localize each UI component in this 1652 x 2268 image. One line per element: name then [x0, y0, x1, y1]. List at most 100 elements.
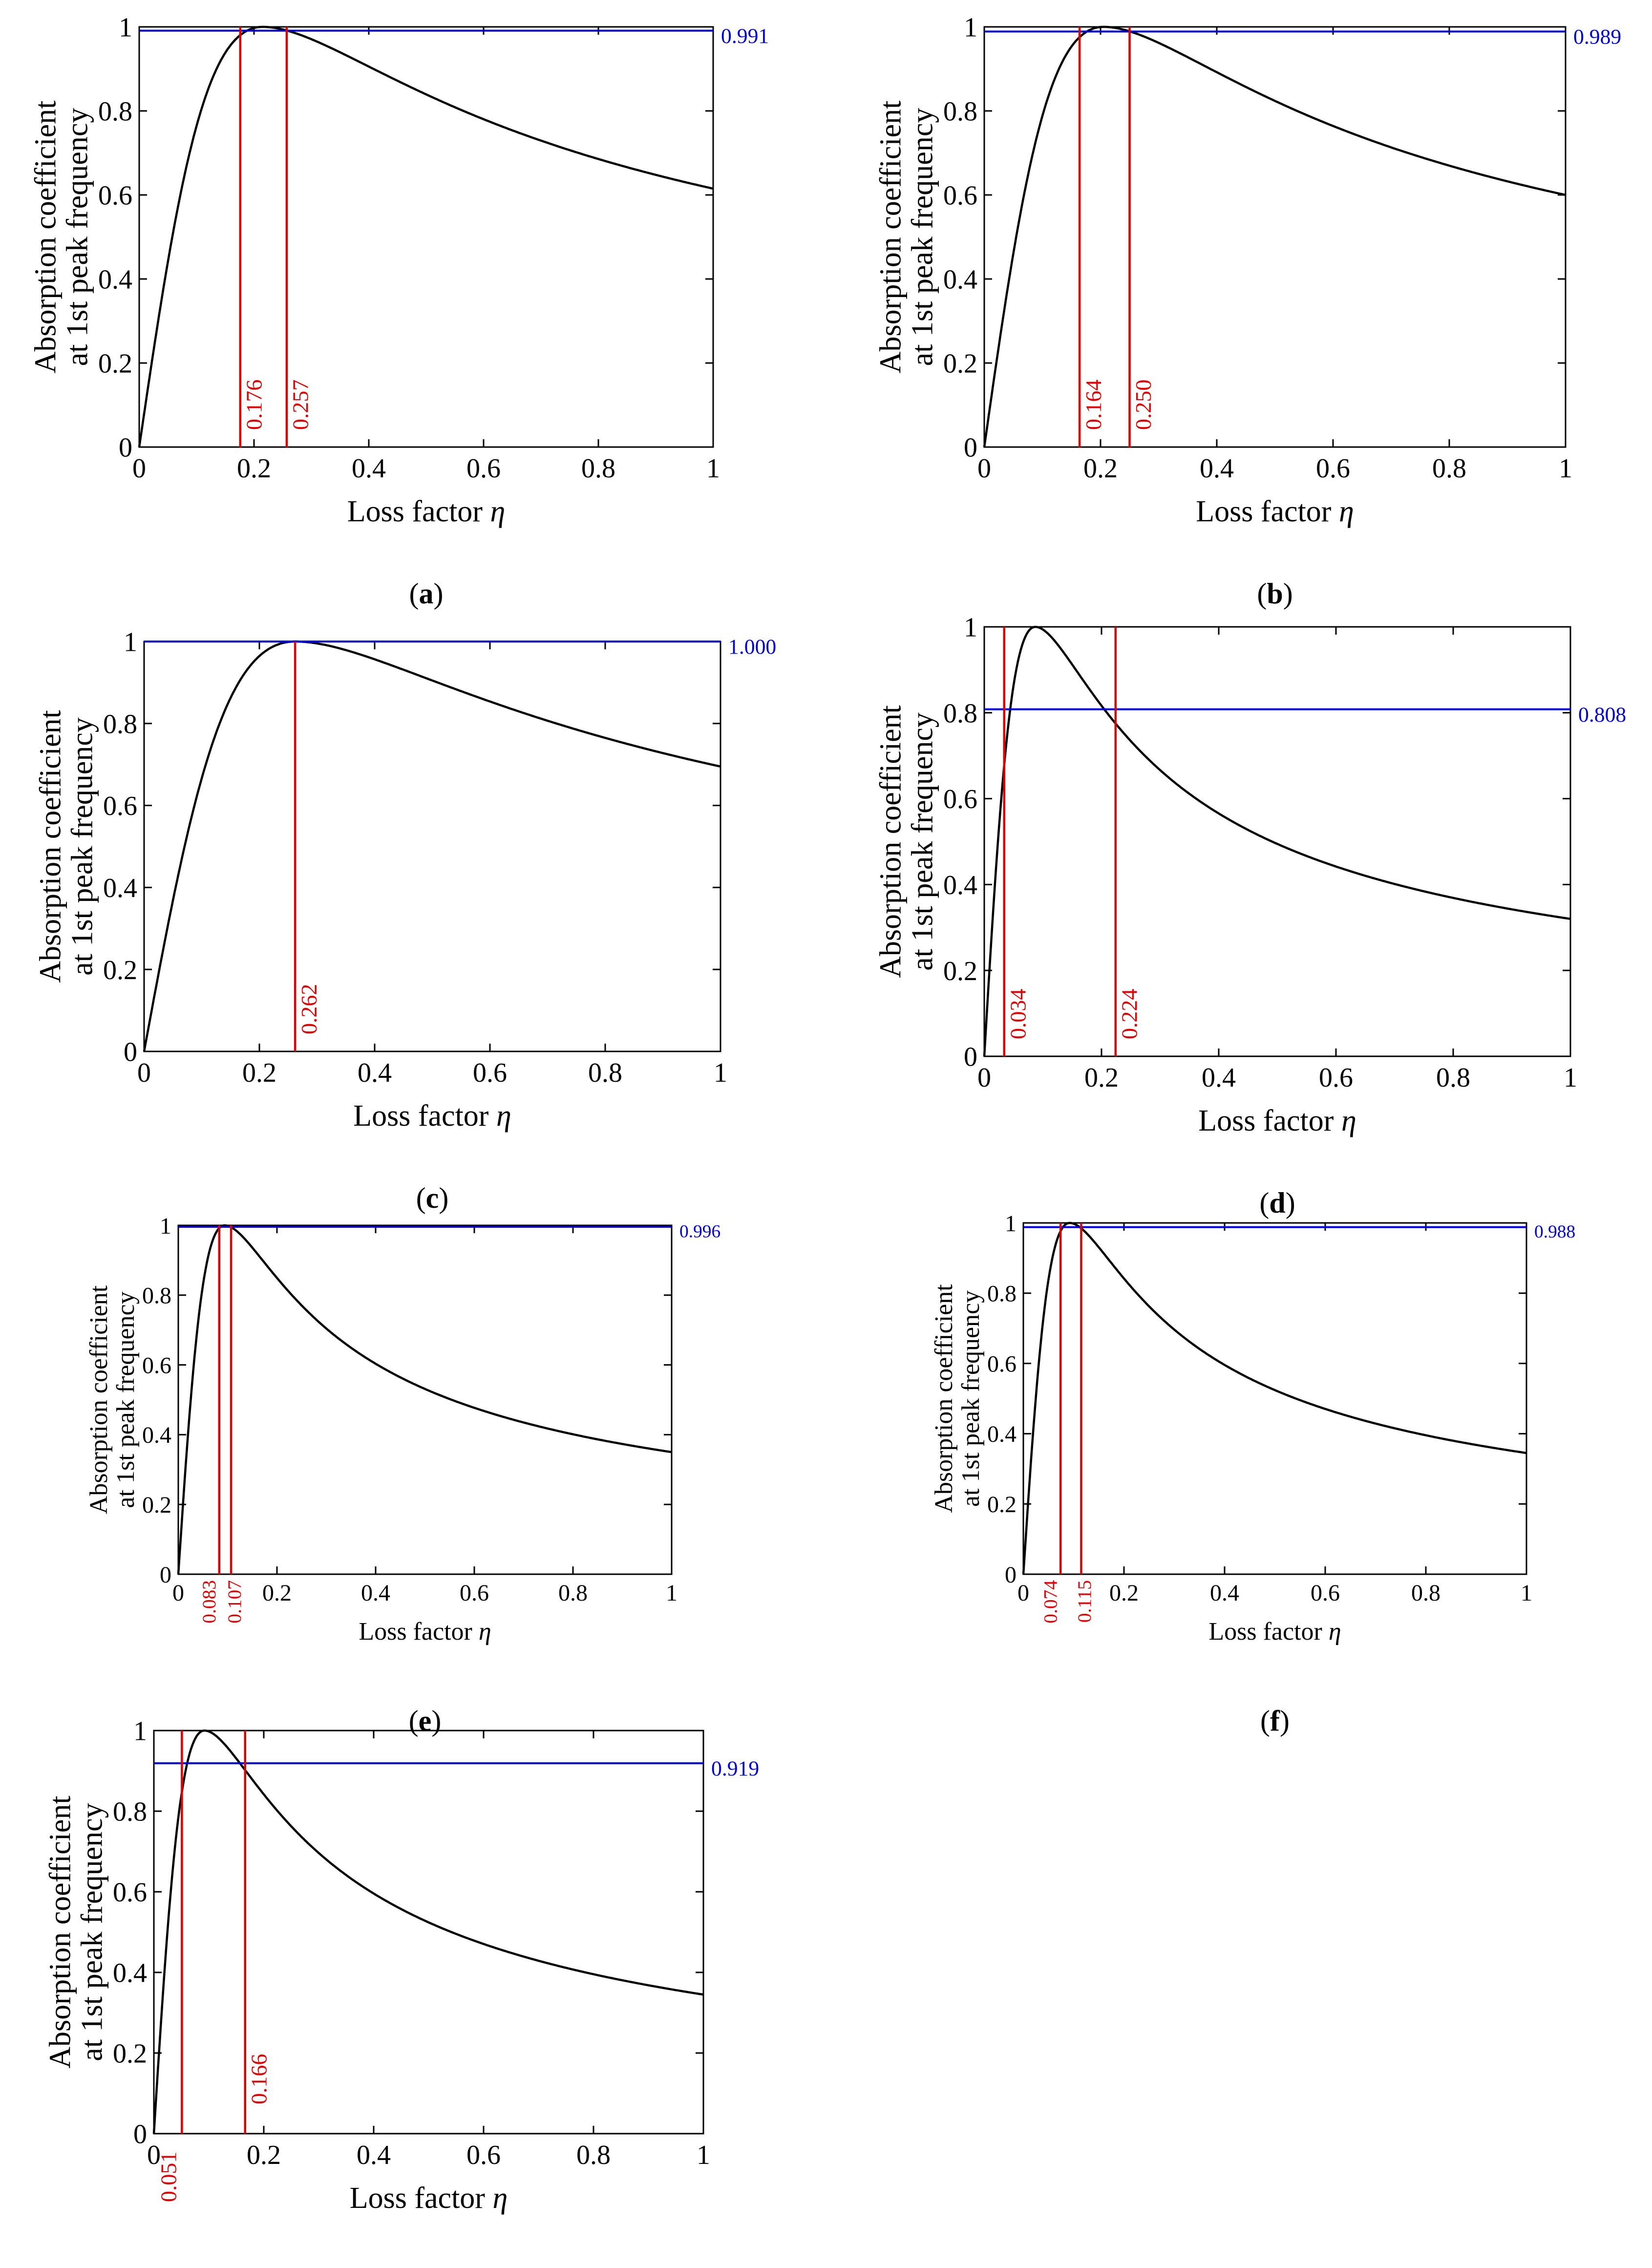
marker-value-label: 0.074	[1039, 1580, 1061, 1624]
panel-label: (f)	[1260, 1705, 1290, 1737]
x-tick-label: 0.2	[262, 1580, 292, 1606]
x-axis-title: Loss factor η	[1198, 1104, 1356, 1137]
y-tick-label: 0.2	[943, 349, 977, 379]
threshold-value-label: 0.991	[721, 24, 769, 48]
x-tick-label: 0.6	[466, 453, 501, 484]
y-tick-label: 1	[1005, 1211, 1017, 1237]
x-tick-label: 0.4	[1210, 1580, 1239, 1606]
marker-value-label: 0.115	[1074, 1580, 1095, 1623]
y-axis-title-line2: at 1st peak frequency	[906, 712, 939, 970]
y-axis-title-line2: at 1st peak frequency	[76, 1803, 109, 2061]
y-tick-label: 0.4	[943, 265, 977, 295]
x-axis-title: Loss factor η	[353, 1099, 511, 1133]
threshold-value-label: 1.000	[728, 635, 776, 659]
y-axis-title-line1: Absorption coefficient	[930, 1284, 958, 1513]
x-tick-label: 0	[132, 453, 146, 484]
absorption-curve	[143, 640, 721, 1052]
x-tick-label: 0.4	[1200, 453, 1234, 484]
y-axis-title-line2: at 1st peak frequency	[957, 1290, 985, 1507]
y-axis-title-line1: Absorption coefficient	[85, 1285, 113, 1514]
x-tick-label: 0	[977, 453, 991, 484]
y-tick-label: 0.4	[113, 1958, 147, 1989]
y-tick-label: 1	[119, 13, 132, 43]
y-tick-label: 0	[1005, 1562, 1017, 1588]
marker-value-label: 0.034	[1005, 989, 1030, 1039]
marker-value-label: 0.262	[297, 984, 321, 1034]
x-tick-label: 1	[1564, 1063, 1577, 1093]
threshold-value-label: 0.988	[1534, 1222, 1575, 1242]
chart-panel-d: 0 0.2 0.4 0.6 0.8 1 0 0.2 0.4 0.6 0.8 1 Loss factor …	[874, 613, 1627, 1219]
y-axis-title-line2: at 1st peak frequency	[906, 108, 939, 366]
plot-frame	[983, 26, 1567, 448]
x-axis-title: Loss factor η	[347, 495, 505, 528]
threshold-value-label: 0.996	[679, 1221, 720, 1241]
chart-panel-g: 0 0.2 0.4 0.6 0.8 1 0 0.2 0.4 0.6 0.8 1 Loss factor …	[44, 1716, 760, 2268]
y-tick-label: 1	[124, 627, 137, 658]
y-tick-label: 0	[124, 1037, 137, 1068]
x-tick-label: 0.4	[358, 1058, 392, 1088]
x-tick-label: 0.8	[1432, 453, 1466, 484]
chart-panel-a: 0 0.2 0.4 0.6 0.8 1 0 0.2 0.4 0.6 0.8 1 Loss factor …	[29, 13, 769, 610]
y-tick-label: 0.6	[987, 1351, 1017, 1377]
x-tick-label: 0	[977, 1063, 991, 1093]
threshold-value-label: 0.989	[1573, 25, 1621, 49]
marker-value-label: 0.250	[1131, 380, 1156, 430]
marker-value-label: 0.176	[241, 380, 266, 430]
x-tick-label: 0.2	[1109, 1580, 1139, 1606]
absorption-curve	[983, 25, 1566, 448]
chart-panel-e: 0 0.2 0.4 0.6 0.8 1 0 0.2 0.4 0.6 0.8 1 Loss factor …	[85, 1213, 720, 1737]
x-tick-label: 0.6	[460, 1580, 489, 1606]
x-tick-label: 0.6	[466, 2140, 501, 2170]
marker-value-label: 0.051	[156, 2152, 181, 2202]
marker-value-label: 0.166	[246, 2054, 271, 2104]
y-tick-label: 1	[964, 613, 977, 643]
absorption-curve	[152, 1729, 704, 2134]
y-axis-title-line1: Absorption coefficient	[874, 705, 908, 978]
panel-label: (c)	[416, 1182, 449, 1214]
y-tick-label: 0.4	[987, 1421, 1017, 1447]
x-tick-label: 0.2	[1083, 453, 1118, 484]
panel-label: (a)	[409, 578, 444, 610]
x-tick-label: 0	[172, 1580, 184, 1606]
y-tick-label: 0.8	[943, 698, 977, 728]
x-axis-title: Loss factor η	[1208, 1618, 1341, 1646]
x-tick-label: 0.2	[1084, 1063, 1119, 1093]
y-tick-label: 1	[133, 1716, 147, 1747]
x-axis-title: Loss factor η	[350, 2182, 508, 2215]
y-tick-label: 0	[964, 1042, 977, 1072]
x-tick-label: 0.2	[247, 2140, 281, 2170]
x-tick-label: 0.4	[352, 453, 386, 484]
x-tick-label: 0.8	[558, 1580, 588, 1606]
y-tick-label: 0.2	[987, 1492, 1017, 1518]
absorption-curve	[1022, 1221, 1527, 1575]
y-tick-label: 0.2	[103, 955, 137, 985]
y-axis-title-line1: Absorption coefficient	[34, 710, 67, 983]
threshold-value-label: 0.808	[1578, 703, 1626, 727]
x-tick-label: 0.8	[576, 2140, 611, 2170]
threshold-value-label: 0.919	[711, 1757, 759, 1780]
x-tick-label: 0.8	[1411, 1580, 1440, 1606]
y-tick-label: 0.8	[142, 1283, 171, 1309]
plot-frame	[983, 626, 1571, 1057]
y-axis-title-line1: Absorption coefficient	[29, 101, 63, 373]
x-tick-label: 0.2	[237, 453, 271, 484]
x-tick-label: 0.2	[242, 1058, 276, 1088]
x-tick-label: 1	[1559, 453, 1572, 484]
marker-value-label: 0.083	[198, 1580, 220, 1624]
y-tick-label: 1	[160, 1213, 171, 1239]
y-tick-label: 0.6	[98, 181, 132, 211]
marker-value-label: 0.257	[288, 380, 313, 430]
x-axis-title: Loss factor η	[359, 1618, 491, 1646]
plot-frame	[153, 1730, 704, 2135]
x-tick-label: 0.6	[1311, 1580, 1340, 1606]
x-tick-label: 0.4	[361, 1580, 390, 1606]
x-tick-label: 0	[1017, 1580, 1029, 1606]
x-tick-label: 1	[706, 453, 720, 484]
x-tick-label: 0.6	[1316, 453, 1350, 484]
x-tick-label: 0.6	[473, 1058, 507, 1088]
y-axis-title-line1: Absorption coefficient	[874, 101, 908, 373]
marker-value-label: 0.107	[224, 1580, 245, 1624]
y-axis-title-line2: at 1st peak frequency	[112, 1291, 140, 1508]
x-axis-title: Loss factor η	[1196, 495, 1354, 528]
